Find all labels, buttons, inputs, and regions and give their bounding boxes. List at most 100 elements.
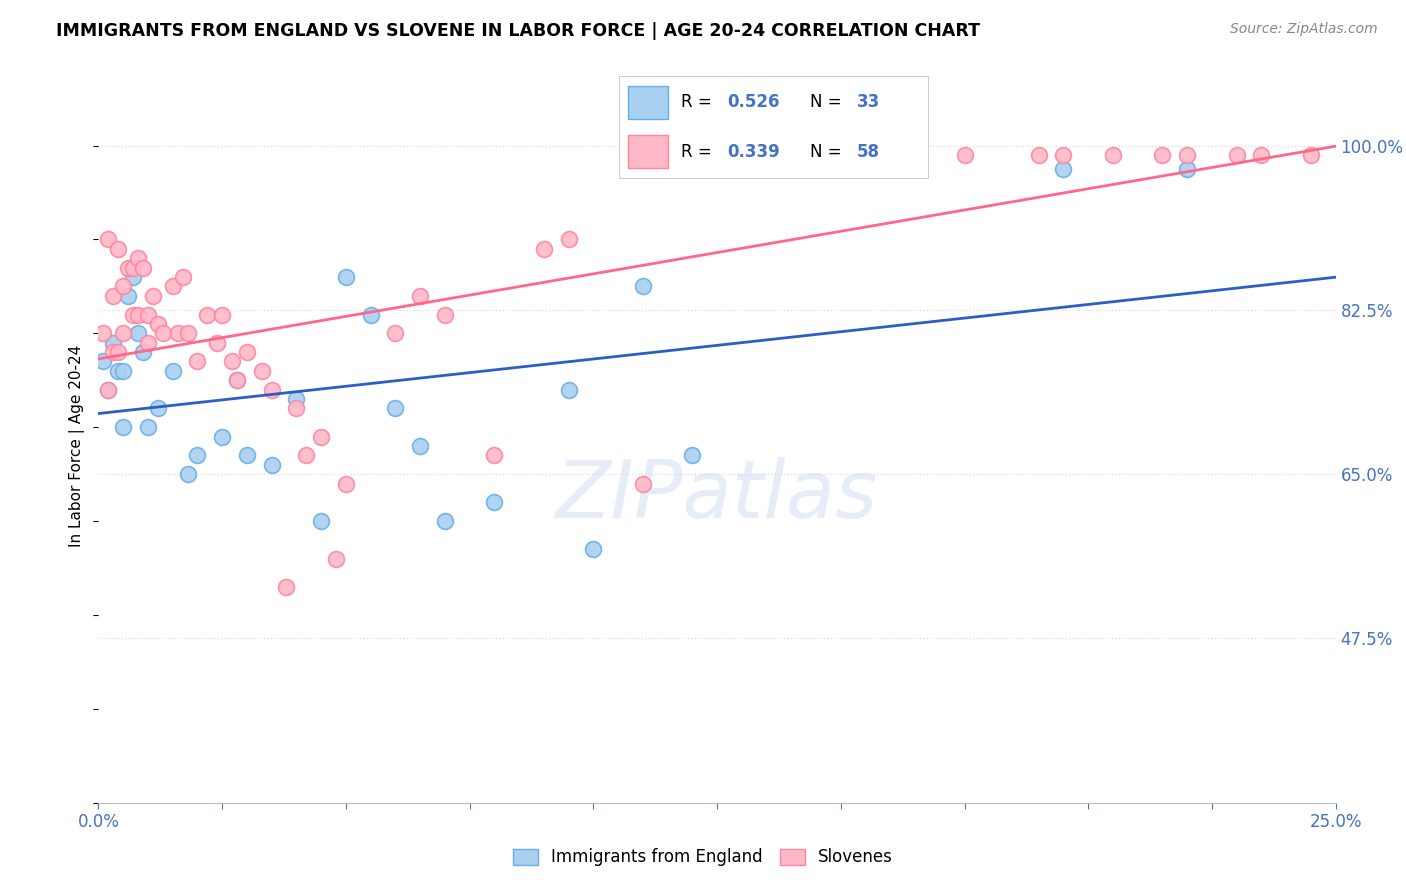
Point (176, 326, 198, 341)
Point (1028, 148, 1050, 162)
Point (186, 354, 208, 368)
Point (136, 335, 159, 350)
Point (631, 476, 654, 491)
Point (132, 345, 155, 359)
Point (335, 270, 357, 285)
Point (103, 335, 125, 350)
Point (136, 308, 159, 322)
Point (631, 279, 654, 293)
Point (117, 289, 139, 303)
Point (484, 495, 506, 509)
Point (93, 354, 115, 368)
Point (93, 326, 115, 341)
Point (146, 317, 169, 331)
Point (226, 373, 249, 387)
Legend: Immigrants from England, Slovenes: Immigrants from England, Slovenes (505, 840, 901, 875)
Point (226, 373, 249, 387)
Point (681, 449, 703, 463)
Point (384, 326, 406, 341)
Point (166, 326, 188, 341)
Point (250, 364, 273, 378)
Text: 0.339: 0.339 (727, 143, 780, 161)
Point (112, 364, 135, 378)
Text: ZIPatlas: ZIPatlas (555, 457, 879, 535)
Point (433, 514, 456, 528)
Text: N =: N = (810, 143, 848, 161)
Point (221, 354, 243, 368)
Point (97, 383, 120, 397)
Point (172, 270, 194, 285)
Text: R =: R = (681, 143, 717, 161)
Point (1052, 148, 1074, 162)
Text: 58: 58 (856, 143, 880, 161)
Point (1052, 161, 1074, 176)
Point (285, 392, 308, 406)
Point (260, 383, 283, 397)
Point (557, 383, 579, 397)
Point (103, 289, 125, 303)
Point (112, 326, 135, 341)
Point (127, 308, 149, 322)
Point (236, 345, 259, 359)
Point (855, 148, 877, 162)
Point (205, 335, 228, 350)
Point (162, 364, 184, 378)
Point (236, 449, 259, 463)
Point (122, 308, 145, 322)
Point (107, 345, 129, 359)
Point (360, 308, 382, 322)
Point (122, 270, 145, 285)
Point (409, 439, 432, 453)
Point (557, 232, 579, 246)
Point (97, 232, 120, 246)
Point (112, 420, 135, 434)
Point (433, 308, 456, 322)
Bar (628, 136, 668, 168)
Point (152, 326, 174, 341)
Point (533, 242, 555, 256)
Text: Source: ZipAtlas.com: Source: ZipAtlas.com (1230, 22, 1378, 37)
Point (107, 364, 129, 378)
Point (1175, 148, 1198, 162)
Point (1152, 148, 1174, 162)
Point (1250, 148, 1272, 162)
Point (107, 242, 129, 256)
Point (1102, 148, 1125, 162)
Y-axis label: In Labor Force | Age 20-24: In Labor Force | Age 20-24 (69, 345, 86, 547)
Text: R =: R = (681, 94, 717, 112)
Point (276, 580, 298, 594)
Point (1226, 148, 1249, 162)
Point (211, 429, 233, 443)
Point (409, 289, 432, 303)
Point (582, 542, 605, 557)
Point (136, 420, 159, 434)
Point (211, 308, 233, 322)
Text: IMMIGRANTS FROM ENGLAND VS SLOVENE IN LABOR FORCE | AGE 20-24 CORRELATION CHART: IMMIGRANTS FROM ENGLAND VS SLOVENE IN LA… (56, 22, 980, 40)
Point (146, 401, 169, 416)
Point (195, 308, 218, 322)
Point (127, 251, 149, 265)
Point (309, 429, 332, 443)
Point (295, 449, 318, 463)
Point (117, 260, 139, 275)
Point (112, 279, 135, 293)
Point (953, 148, 976, 162)
Point (780, 157, 803, 171)
Point (142, 289, 165, 303)
Point (384, 401, 406, 416)
Point (103, 345, 125, 359)
Point (1299, 148, 1322, 162)
Point (132, 260, 155, 275)
Text: N =: N = (810, 94, 848, 112)
Bar (628, 87, 668, 119)
Point (186, 449, 208, 463)
Text: 0.526: 0.526 (727, 94, 779, 112)
Point (904, 148, 927, 162)
Point (260, 458, 283, 472)
Point (162, 279, 184, 293)
Text: 33: 33 (856, 94, 880, 112)
Point (335, 476, 357, 491)
Point (176, 467, 198, 482)
Point (1175, 161, 1198, 176)
Point (484, 449, 506, 463)
